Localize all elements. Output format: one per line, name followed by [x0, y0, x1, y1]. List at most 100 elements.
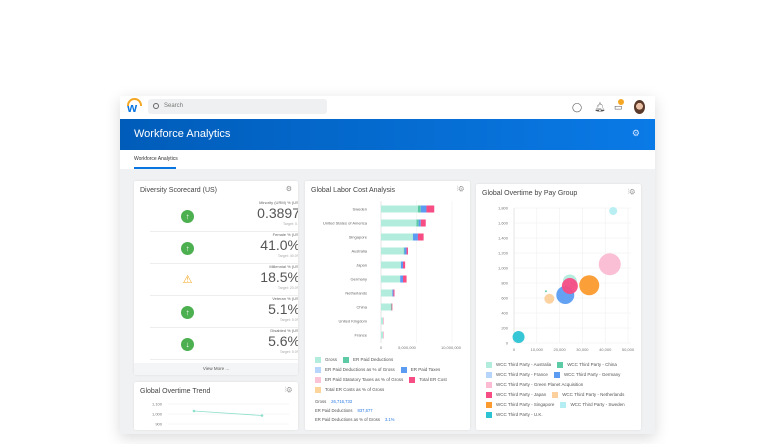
summary-label: Gross [315, 399, 327, 404]
trend-point [260, 414, 264, 417]
app-window: w Search ◯ 🔔︎ ▭ Workforce Analytics ⚙ Wo… [120, 96, 655, 434]
category-label: Singapore [349, 235, 368, 240]
bar-segment [403, 247, 405, 255]
gear-icon[interactable]: ⚙ [631, 128, 640, 138]
category-label: United States of America [323, 221, 368, 226]
legend-label: WCC Third Party - Singapore [496, 402, 555, 407]
category-label: Germany [351, 277, 367, 282]
y-tick-label: 200 [501, 326, 508, 331]
x-tick-label: 0 [513, 347, 516, 352]
bar-segment [417, 233, 424, 241]
legend-item[interactable]: WCC Third Party - China [557, 360, 617, 370]
bubble [561, 278, 578, 294]
inbox-icon[interactable]: ▭ [614, 102, 623, 112]
legend-item[interactable]: WCC Third Party - Green Planet Acquisiti… [486, 380, 583, 390]
bar-segment [416, 219, 419, 227]
legend-item[interactable]: WCC Third Party - Netherlands [552, 390, 624, 400]
overtime-pay-group-card: Global Overtime by Pay Group ⫶⚙ 0 200 400 6… [476, 184, 641, 430]
x-tick-label: 30,000 [576, 347, 589, 352]
legend-item[interactable]: ER Paid Statutory Taxes as % of Gross [315, 375, 403, 385]
y-tick-label: 400 [501, 311, 508, 316]
legend-swatch [486, 372, 492, 378]
overtime-trend-chart: 1,100 1,000 900 [152, 402, 289, 427]
metric-row: ↑ Minority (URM) % (US) 0.3897 Target: 0… [150, 200, 298, 232]
bar-segment [390, 303, 392, 311]
metric-target: Target: 0.4 [283, 222, 298, 226]
bubble-legend: WCC Third Party - Australia WCC Third Par… [486, 360, 641, 420]
metric-value: 41.0% [260, 237, 298, 253]
legend-item[interactable]: ER Paid Deductions as % of Gross [315, 365, 395, 375]
legend-swatch [486, 412, 492, 418]
filter-settings-icon[interactable]: ⫶⚙ [627, 189, 635, 196]
arrow-down-icon: ↓ [181, 338, 194, 351]
x-tick-label: 40,000 [599, 347, 612, 352]
legend-swatch [315, 377, 321, 383]
legend-label: ER Paid Taxes [410, 367, 441, 372]
summary-value[interactable]: 3.1% [384, 417, 395, 422]
legend-item[interactable]: WCC Third Party - Germany [553, 370, 620, 380]
bar-segment [381, 331, 384, 339]
gear-icon[interactable]: ⚙ [285, 186, 292, 193]
y-tick-label: 600 [501, 296, 508, 301]
legend-item[interactable]: WCC Third Party - Japan [486, 390, 546, 400]
view-more-button[interactable]: View More ... [134, 363, 298, 375]
y-tick-label: 1,200 [498, 251, 509, 256]
arrow-up-icon: ↑ [181, 306, 194, 319]
y-tick-label: 1,400 [498, 236, 509, 241]
category-label: Netherlands [345, 291, 367, 296]
summary-value[interactable]: 837,677 [357, 408, 373, 413]
x-tick-label: 50,000 [622, 347, 635, 352]
legend-item[interactable]: WCC Third Party - Australia [486, 360, 551, 370]
arrow-up-icon: ↑ [181, 210, 194, 223]
filter-settings-icon[interactable]: ⫶⚙ [456, 186, 464, 193]
legend-item[interactable]: WCC Third Party - France [486, 370, 548, 380]
bar-segment [381, 317, 384, 325]
filter-settings-icon[interactable]: ⫶⚙ [284, 387, 292, 394]
workday-logo[interactable]: w [127, 98, 143, 115]
bar-segment [406, 247, 408, 255]
labor-cost-card: Global Labor Cost Analysis ⫶⚙ 0 5,000,000… [305, 181, 470, 430]
legend-swatch [315, 357, 321, 363]
legend-item[interactable]: ER Paid Taxes [400, 365, 441, 375]
chat-icon[interactable]: ◯ [572, 102, 583, 112]
card-title: Global Overtime Trend [140, 388, 211, 395]
bar-segment [420, 205, 427, 213]
bar-segment [392, 289, 394, 297]
tab-workforce-analytics[interactable]: Workforce Analytics [134, 156, 178, 169]
warning-icon: ⚠ [182, 274, 193, 286]
y-tick-label: 1,000 [498, 266, 509, 271]
inbox-badge [618, 99, 624, 105]
legend-item[interactable]: WCC Third Party - Sweden [560, 400, 625, 410]
legend-item[interactable]: ER Paid Deductions [343, 355, 393, 365]
summary-value[interactable]: 26,716,733 [331, 399, 353, 404]
legend-item[interactable]: WCC Third Party - U.K. [486, 410, 543, 420]
legend-item[interactable]: Total ER Cost [409, 375, 447, 385]
legend-item[interactable]: Total ER Costs as % of Gross [315, 385, 384, 395]
search-input[interactable]: Search [148, 99, 327, 114]
metric-target: Target: 5.0% [279, 350, 298, 354]
overtime-trend-card: Global Overtime Trend ⫶⚙ 1,100 1,000 900 [134, 382, 298, 430]
bubble [609, 207, 618, 215]
arrow-up-icon: ↑ [181, 242, 194, 255]
category-label: China [357, 305, 368, 310]
summary-row: Gross 26,716,733 [315, 399, 352, 405]
bell-icon[interactable]: 🔔︎ [594, 102, 606, 112]
legend-label: Total ER Costs as % of Gross [325, 387, 385, 392]
legend-item[interactable]: Gross [315, 355, 337, 365]
tab-bar: Workforce Analytics [120, 150, 655, 169]
metric-row: ↓ Disabled % (US) 5.6% Target: 5.0% [150, 328, 298, 360]
summary-label: ER Paid Deductions [315, 408, 353, 413]
x-tick-label: 5,000,000 [398, 345, 417, 350]
avatar[interactable] [634, 100, 645, 114]
bar-segment [426, 205, 435, 213]
legend-swatch [552, 392, 559, 398]
bubble-chart: 0 200 400 600 800 1,000 1,200 1,400 1,600 1,800 0 1… [498, 206, 635, 353]
bar-segment [381, 261, 401, 269]
bubble [544, 293, 555, 304]
legend-row: ER Paid Statutory Taxes as % of Gross Tot… [315, 375, 470, 385]
metric-label: Minority (URM) % (US) [259, 200, 298, 205]
legend-row: Gross ER Paid Deductions [315, 355, 470, 365]
top-bar: w Search ◯ 🔔︎ ▭ [120, 96, 655, 119]
legend-item[interactable]: WCC Third Party - Singapore [486, 400, 554, 410]
legend-swatch [486, 382, 492, 388]
